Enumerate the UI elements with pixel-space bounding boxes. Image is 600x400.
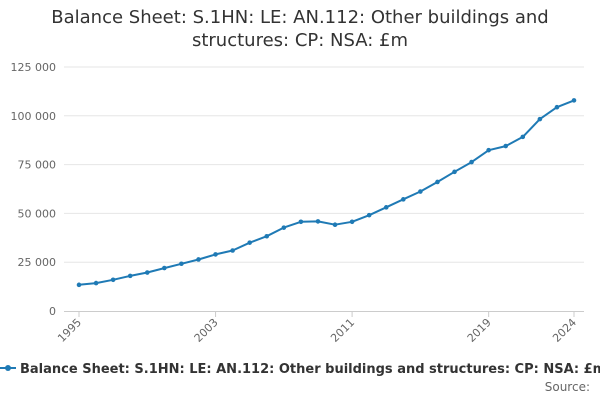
x-tick-label: 2024 bbox=[550, 316, 579, 345]
data-point[interactable] bbox=[537, 116, 543, 122]
data-point[interactable] bbox=[162, 265, 167, 271]
x-tick-label: 1995 bbox=[55, 316, 84, 345]
data-point[interactable] bbox=[76, 282, 82, 288]
y-tick-label: 50 000 bbox=[18, 207, 57, 220]
data-point[interactable] bbox=[486, 147, 491, 153]
data-point[interactable] bbox=[503, 143, 509, 149]
data-point[interactable] bbox=[349, 219, 355, 225]
chart-title: Balance Sheet: S.1HN: LE: AN.112: Other … bbox=[51, 7, 549, 51]
data-point[interactable] bbox=[435, 179, 440, 185]
data-point[interactable] bbox=[93, 280, 99, 286]
y-tick-label: 75 000 bbox=[18, 159, 57, 172]
data-point[interactable] bbox=[281, 225, 287, 230]
data-point[interactable] bbox=[520, 134, 526, 140]
data-point[interactable] bbox=[383, 205, 389, 210]
y-tick-label: 125 000 bbox=[11, 61, 57, 74]
y-tick-label: 25 000 bbox=[18, 256, 57, 269]
x-tick-label: 2019 bbox=[465, 316, 494, 345]
data-point[interactable] bbox=[401, 197, 406, 202]
data-point[interactable] bbox=[418, 189, 423, 194]
x-tick-label: 2011 bbox=[328, 316, 357, 345]
legend-label: Balance Sheet: S.1HN: LE: AN.112: Other … bbox=[20, 362, 600, 377]
y-tick-label: 100 000 bbox=[11, 110, 57, 123]
data-point[interactable] bbox=[196, 257, 201, 262]
data-point[interactable] bbox=[469, 159, 474, 165]
legend-line-marker-icon bbox=[0, 365, 16, 371]
data-point[interactable] bbox=[144, 270, 150, 275]
data-point[interactable] bbox=[127, 273, 133, 279]
y-axis-ticks: 0 25 000 50 000 75 000 100 000 125 000 bbox=[11, 61, 57, 318]
x-tick-label: 2003 bbox=[192, 316, 221, 345]
data-point[interactable] bbox=[571, 98, 577, 103]
data-point[interactable] bbox=[452, 169, 457, 175]
data-point[interactable] bbox=[315, 219, 321, 224]
data-point[interactable] bbox=[366, 212, 372, 218]
data-point[interactable] bbox=[179, 261, 184, 267]
series-line bbox=[78, 99, 575, 286]
data-point[interactable] bbox=[554, 104, 560, 110]
gridlines bbox=[64, 66, 584, 263]
y-tick-label: 0 bbox=[49, 305, 56, 318]
data-point[interactable] bbox=[264, 233, 270, 239]
legend[interactable]: Balance Sheet: S.1HN: LE: AN.112: Other … bbox=[0, 362, 600, 377]
series-layer bbox=[76, 98, 577, 288]
source-label: Source: bbox=[544, 380, 590, 394]
data-point[interactable] bbox=[332, 222, 338, 228]
x-axis: 1995 2003 2011 2019 2024 bbox=[55, 311, 584, 345]
data-point[interactable] bbox=[110, 277, 116, 283]
data-point[interactable] bbox=[213, 252, 218, 257]
data-point[interactable] bbox=[298, 219, 304, 225]
data-point[interactable] bbox=[247, 240, 252, 245]
data-point[interactable] bbox=[230, 248, 235, 253]
